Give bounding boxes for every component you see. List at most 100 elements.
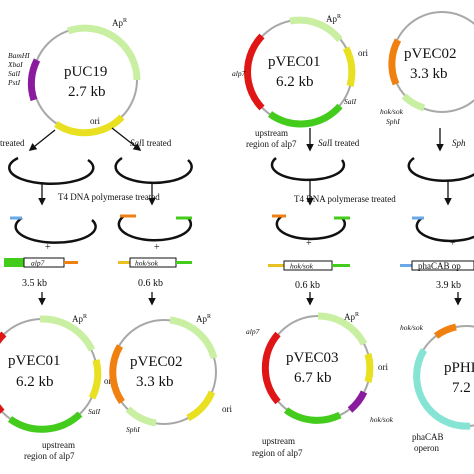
pvec01b-upstream-1: upstream: [42, 440, 75, 450]
pvec02b-hoksok-arc: [109, 344, 125, 404]
pvec02t-hoksok-label: hok/sok: [380, 107, 404, 116]
pvec02t-name: pVEC02: [404, 46, 457, 62]
t4-vector-3: [275, 214, 347, 241]
pvec02t-sphi-label: SphI: [386, 117, 400, 126]
hoksok-fragment-2-label: hok/sok: [290, 262, 314, 271]
pvec03-ap-label: ApR: [344, 312, 359, 322]
linear-vector-4: [407, 156, 474, 183]
pvec01b-sali-label: SalI: [88, 407, 101, 416]
pvec02b-ap-label: ApR: [196, 314, 211, 324]
puc19-ori-arc: [54, 114, 125, 137]
hoksok-fragment-2: hok/sok: [268, 260, 350, 271]
pvec02b-ori-label: ori: [222, 404, 232, 414]
linear-vector-3: [270, 157, 346, 182]
pphb-plasmid: pPHI 7.2 hok/sok phaCAB operon: [400, 323, 474, 453]
puc19-name: pUC19: [64, 64, 107, 80]
pvec01-top-plasmid: pVEC01 6.2 kb ApR alp7 ori SalI upstream…: [232, 14, 368, 149]
puc19-site-bamhi: BamHI: [8, 51, 30, 60]
pvec01t-ap-label: ApR: [326, 14, 341, 24]
pvec01b-ori-arc: [88, 359, 102, 400]
t4-right-label: T4 DNA polymerase treated: [294, 194, 396, 204]
hoksok-fragment-2-size: 0.6 kb: [295, 280, 320, 291]
pphb-hoksok-label: hok/sok: [400, 323, 424, 332]
pvec01b-ori-label: ori: [104, 376, 114, 386]
pvec03-hoksok-arc: [347, 390, 368, 413]
pvec03-upstream-arc: [283, 407, 342, 424]
pvec01b-upstream-2: region of alp7: [24, 451, 75, 461]
puc19-ampr-arc: [66, 24, 141, 81]
pvec03-upstream-1: upstream: [262, 436, 295, 446]
t4-left-label: T4 DNA polymerase treated: [58, 192, 160, 202]
pvec01t-alp7-label: alp7: [232, 69, 246, 78]
pvec01t-upstream-arc: [267, 103, 343, 128]
plus-2: +: [154, 242, 160, 253]
pvec03-size: 6.7 kb: [294, 370, 332, 386]
pvec01t-sali-label: SalI: [344, 97, 357, 106]
pvec02-top-plasmid: pVEC02 3.3 kb hok/sok SphI: [380, 11, 474, 126]
alp7-fragment-label: alp7: [31, 259, 45, 268]
pvec03-ori-arc: [364, 353, 374, 383]
pvec01b-ap-label: ApR: [72, 314, 87, 324]
pphb-size: 7.2: [452, 380, 471, 396]
hoksok-fragment-1-label: hok/sok: [135, 259, 159, 268]
puc19-left-treat: treated: [0, 138, 25, 148]
t4-vector-2: [117, 214, 193, 242]
pvec01t-alp7-arc: [244, 33, 265, 111]
puc19-mcs-arc: [27, 58, 41, 102]
pvec03-ampr-arc: [317, 312, 368, 346]
pvec02b-size: 3.3 kb: [136, 374, 174, 390]
pvec01t-treat: SalI treated: [318, 138, 360, 148]
pvec02-bottom-plasmid: pVEC02 3.3 kb ApR ori SphI: [109, 314, 232, 434]
plus-3: +: [306, 238, 312, 249]
pvec03-ori-label: ori: [378, 362, 388, 372]
puc19-site-psti: PstI: [7, 78, 21, 87]
puc19-site-xbai: XbaI: [7, 60, 23, 69]
puc19-site-sali: SalI: [8, 69, 21, 78]
alp7-fragment-size: 3.5 kb: [22, 278, 47, 289]
t4-vector-4: [415, 216, 474, 243]
pvec02b-green-arc: [125, 406, 157, 427]
linear-vector-2: [114, 156, 193, 185]
alp7-fragment: alp7: [4, 257, 78, 268]
pvec02b-name: pVEC02: [130, 354, 183, 370]
pvec03-plasmid: pVEC03 6.7 kb ApR alp7 ori hok/sok upstr…: [246, 312, 394, 458]
linear-vector-1: [8, 156, 95, 185]
phacab-fragment-size: 3.9 kb: [436, 280, 461, 291]
plus-4: +: [450, 238, 456, 249]
pvec01b-upstream-arc: [7, 411, 83, 433]
pvec01t-upstream-2: region of alp7: [246, 139, 297, 149]
pvec02t-treat: Sph: [452, 138, 466, 148]
puc19-size: 2.7 kb: [68, 84, 106, 100]
pvec02b-sphi-label: SphI: [126, 425, 140, 434]
pvec01t-upstream-1: upstream: [255, 128, 288, 138]
phacab-fragment-label: phaCAB op: [418, 261, 461, 271]
puc19-ori-label: ori: [90, 116, 100, 126]
pvec01t-ampr-arc: [289, 16, 343, 43]
hoksok-fragment-1-size: 0.6 kb: [138, 278, 163, 289]
puc19-ap-label: ApR: [112, 18, 127, 28]
pvec01-bottom-plasmid: pVEC01 6.2 kb ApR ori SalI upstream regi…: [0, 314, 114, 461]
pvec03-alp7-arc: [261, 331, 281, 405]
pvec03-alp7-label: alp7: [246, 327, 260, 336]
pvec02t-green-arc: [401, 93, 426, 112]
pphb-name: pPHI: [444, 360, 474, 376]
puc19-plasmid: pUC19 2.7 kb ApR BamHI XbaI SalI PstI or…: [7, 18, 141, 137]
pvec01t-size: 6.2 kb: [276, 74, 314, 90]
pphb-phacab-1: phaCAB: [412, 432, 444, 442]
pvec02t-hoksok-arc: [388, 38, 402, 86]
pvec02b-ampr-arc: [169, 316, 218, 360]
pvec01t-ori-arc: [342, 46, 356, 87]
pphb-phacab-arc: [413, 348, 471, 430]
pvec03-upstream-2: region of alp7: [252, 448, 303, 458]
t4-vector-1: [14, 216, 97, 244]
pvec01t-name: pVEC01: [268, 54, 321, 70]
pvec03-hoksok-label: hok/sok: [370, 415, 394, 424]
pvec01b-name: pVEC01: [8, 353, 61, 369]
pvec01b-ampr-arc: [39, 315, 96, 352]
phacab-fragment: phaCAB op: [400, 260, 474, 271]
pphb-hoksok-arc: [433, 323, 457, 339]
pphb-phacab-2: operon: [414, 443, 439, 453]
pvec01t-ori-label: ori: [358, 48, 368, 58]
pvec02t-size: 3.3 kb: [410, 66, 448, 82]
